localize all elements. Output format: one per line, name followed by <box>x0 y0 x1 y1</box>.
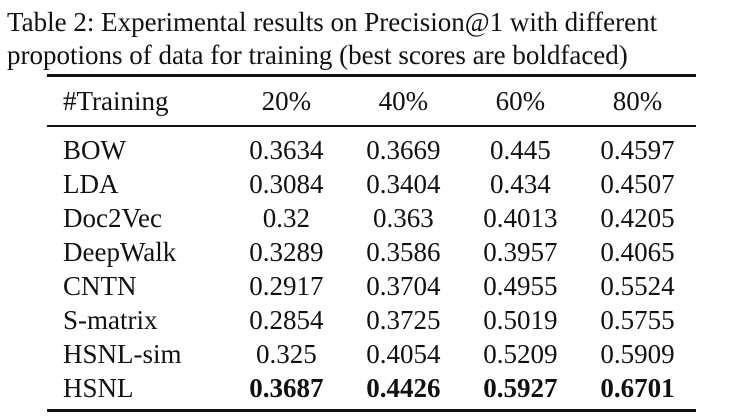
row-label: S-matrix <box>63 305 158 335</box>
cell-value-best: 0.5927 <box>483 373 558 403</box>
row-label: DeepWalk <box>63 237 177 267</box>
cell-value: 0.4507 <box>600 169 675 199</box>
cell-value: 0.5019 <box>483 305 558 335</box>
cell-value: 0.4054 <box>366 339 441 369</box>
header-20-percent: 20% <box>261 86 312 116</box>
caption-line-2: propotions of data for training (best sc… <box>7 40 628 70</box>
cell-value: 0.5209 <box>483 339 558 369</box>
cell-value-best: 0.3687 <box>249 373 324 403</box>
table-row: Doc2Vec 0.32 0.363 0.4013 0.4205 <box>47 201 696 235</box>
cell-value: 0.434 <box>490 169 551 199</box>
row-label: Doc2Vec <box>63 203 162 233</box>
cell-value: 0.3404 <box>366 169 441 199</box>
results-table: #Training 20% 40% 60% 80% BOW 0.3634 0.3… <box>47 77 696 405</box>
row-label: BOW <box>63 135 126 165</box>
cell-value: 0.4065 <box>600 237 675 267</box>
cell-value: 0.445 <box>490 135 551 165</box>
table-row: CNTN 0.2917 0.3704 0.4955 0.5524 <box>47 269 696 303</box>
table-header-rule <box>47 125 696 127</box>
table-caption: Table 2: Experimental results on Precisi… <box>7 6 737 72</box>
cell-value: 0.3725 <box>366 305 441 335</box>
cell-value-best: 0.6701 <box>600 373 675 403</box>
row-label: CNTN <box>63 271 137 301</box>
table-header-row: #Training 20% 40% 60% 80% <box>47 77 696 125</box>
cell-value: 0.5909 <box>600 339 675 369</box>
cell-value: 0.4013 <box>483 203 558 233</box>
cell-value: 0.32 <box>262 203 310 233</box>
caption-line-1: Table 2: Experimental results on Precisi… <box>7 7 658 37</box>
cell-value: 0.4955 <box>483 271 558 301</box>
table-bottom-rule <box>47 409 696 412</box>
header-training: #Training <box>63 86 169 116</box>
cell-value: 0.3669 <box>366 135 441 165</box>
table-row: DeepWalk 0.3289 0.3586 0.3957 0.4065 <box>47 235 696 269</box>
cell-value: 0.3084 <box>249 169 324 199</box>
cell-value: 0.363 <box>372 203 434 233</box>
table-top-rule <box>47 74 696 77</box>
header-80-percent: 80% <box>612 86 663 116</box>
table-row: BOW 0.3634 0.3669 0.445 0.4597 <box>47 125 696 167</box>
cell-value: 0.325 <box>255 339 317 369</box>
table-row: HSNL-sim 0.325 0.4054 0.5209 0.5909 <box>47 337 696 371</box>
cell-value: 0.2917 <box>249 271 324 301</box>
table-row-best: HSNL 0.3687 0.4426 0.5927 0.6701 <box>47 371 696 405</box>
row-label: LDA <box>63 169 119 199</box>
cell-value-best: 0.4426 <box>366 373 441 403</box>
cell-value: 0.4597 <box>600 135 675 165</box>
table-row: S-matrix 0.2854 0.3725 0.5019 0.5755 <box>47 303 696 337</box>
header-60-percent: 60% <box>495 86 546 116</box>
cell-value: 0.3289 <box>249 237 324 267</box>
cell-value: 0.5524 <box>600 271 675 301</box>
cell-value: 0.5755 <box>600 305 675 335</box>
header-40-percent: 40% <box>378 86 429 116</box>
row-label: HSNL-sim <box>63 339 182 369</box>
cell-value: 0.2854 <box>249 305 324 335</box>
row-label: HSNL <box>63 373 134 403</box>
cell-value: 0.4205 <box>600 203 675 233</box>
cell-value: 0.3634 <box>249 135 324 165</box>
table-row: LDA 0.3084 0.3404 0.434 0.4507 <box>47 167 696 201</box>
cell-value: 0.3586 <box>366 237 441 267</box>
cell-value: 0.3957 <box>483 237 558 267</box>
cell-value: 0.3704 <box>366 271 441 301</box>
